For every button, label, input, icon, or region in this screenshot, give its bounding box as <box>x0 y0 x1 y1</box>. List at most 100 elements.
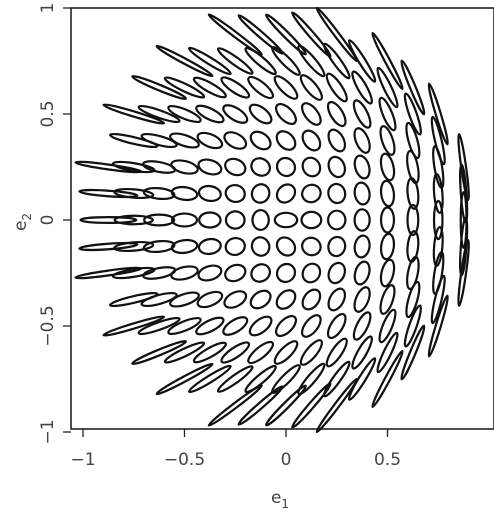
ellipse-marker <box>301 129 322 152</box>
ellipse-marker <box>113 214 154 226</box>
ellipse-marker <box>140 132 178 149</box>
ellipse-marker <box>353 181 371 206</box>
ellipse-marker <box>220 341 251 364</box>
ellipse-marker <box>406 230 420 263</box>
ellipse-marker <box>102 315 166 337</box>
ellipse-marker <box>353 234 371 259</box>
ellipse-marker <box>400 59 426 116</box>
ellipse-marker <box>327 261 347 285</box>
ellipse-marker <box>248 315 273 337</box>
ellipse-marker <box>376 331 399 374</box>
ellipse-marker <box>207 384 263 427</box>
x-tick-label: −0.5 <box>164 450 205 470</box>
ellipse-marker <box>275 289 297 310</box>
ellipse-marker <box>250 183 271 204</box>
ellipse-marker <box>297 362 326 396</box>
ellipse-marker <box>131 340 188 365</box>
ellipse-marker <box>131 75 188 100</box>
ellipse-marker <box>250 263 271 283</box>
ellipse-marker <box>432 199 444 241</box>
x-tick-label: 0.5 <box>374 450 401 470</box>
ellipse-marker <box>352 311 372 341</box>
ellipse-marker <box>163 341 206 364</box>
ellipse-marker <box>326 312 347 340</box>
ellipse-marker <box>220 76 251 99</box>
ellipse-marker <box>322 42 351 80</box>
ellipse-marker <box>155 362 214 396</box>
ellipse-marker <box>78 188 139 199</box>
ellipse-marker <box>79 216 138 224</box>
ellipse-marker <box>102 103 166 125</box>
ellipse-marker <box>108 132 159 149</box>
ellipse-marker <box>113 187 155 200</box>
ellipse-marker <box>224 183 246 204</box>
ellipse-marker <box>170 185 199 202</box>
ellipse-marker <box>379 206 396 234</box>
ellipse-marker <box>197 264 223 282</box>
ellipse-marker <box>195 104 225 124</box>
ellipse-marker <box>248 103 273 125</box>
plot-frame <box>70 7 494 430</box>
ellipse-marker <box>216 47 254 75</box>
tick-labels: −1 −0.5 0 0.5 −1 −0.5 0 0.5 1 <box>38 3 401 470</box>
ellipse-marker <box>315 6 358 63</box>
ellipse-marker <box>78 241 139 252</box>
ellipse-marker <box>170 265 199 281</box>
ellipse-marker <box>301 288 322 311</box>
ellipse-marker <box>163 76 206 99</box>
ellipse-marker <box>300 102 322 126</box>
ellipse-marker <box>244 46 277 76</box>
ellipse-marker <box>192 76 227 99</box>
ellipse-marker <box>406 203 420 237</box>
ellipse-marker <box>291 11 332 58</box>
ellipse-marker <box>167 104 202 124</box>
ellipse-marker <box>301 156 322 178</box>
ellipse-marker <box>432 225 444 268</box>
ellipse-marker <box>315 377 358 434</box>
ellipse-marker <box>327 182 347 205</box>
ellipse-marker <box>378 308 397 344</box>
ellipse-marker <box>271 364 301 394</box>
ellipse-marker <box>379 152 396 182</box>
ellipse-marker <box>140 291 178 308</box>
ellipse-marker <box>224 263 247 283</box>
ellipse-marker <box>197 184 222 203</box>
ellipse-marker <box>137 316 181 336</box>
y-tick-label: 1 <box>38 3 58 14</box>
ellipse-marker <box>327 155 347 179</box>
ellipse-marker <box>379 284 396 315</box>
y-tick-label: 0 <box>38 215 58 226</box>
y-axis-label: e2 <box>11 213 34 231</box>
ellipse-marker <box>322 360 351 398</box>
ellipse-marker <box>379 125 396 156</box>
ellipse-marker <box>196 290 224 309</box>
ellipse-marker <box>353 127 371 154</box>
ellipse-marker <box>207 13 263 56</box>
ellipse-grid <box>74 6 470 434</box>
ellipse-marker <box>379 258 396 288</box>
ellipse-marker <box>265 13 307 56</box>
ellipse-marker <box>353 208 371 232</box>
ellipse-marker <box>326 100 347 128</box>
ellipse-marker <box>353 286 371 313</box>
ellipse-marker <box>275 130 297 151</box>
ellipse-marker <box>216 365 254 393</box>
ellipse-marker <box>251 209 270 231</box>
ellipse-marker <box>137 104 181 124</box>
ellipse-marker <box>327 209 347 231</box>
x-axis-label: e1 <box>271 488 289 511</box>
ellipse-marker <box>192 341 227 364</box>
ellipse-marker <box>170 159 199 175</box>
ellipse-marker <box>195 316 225 336</box>
ellipse-marker <box>275 183 297 204</box>
ellipse-marker <box>250 157 271 177</box>
ellipse-marker <box>371 349 404 409</box>
ellipse-marker <box>169 291 200 308</box>
ellipse-marker <box>353 154 371 180</box>
ellipse-marker <box>327 128 347 153</box>
ellipse-marker <box>352 99 372 129</box>
ellipse-marker <box>275 156 297 178</box>
ellipse-marker <box>378 96 397 132</box>
ellipse-marker <box>376 66 399 109</box>
